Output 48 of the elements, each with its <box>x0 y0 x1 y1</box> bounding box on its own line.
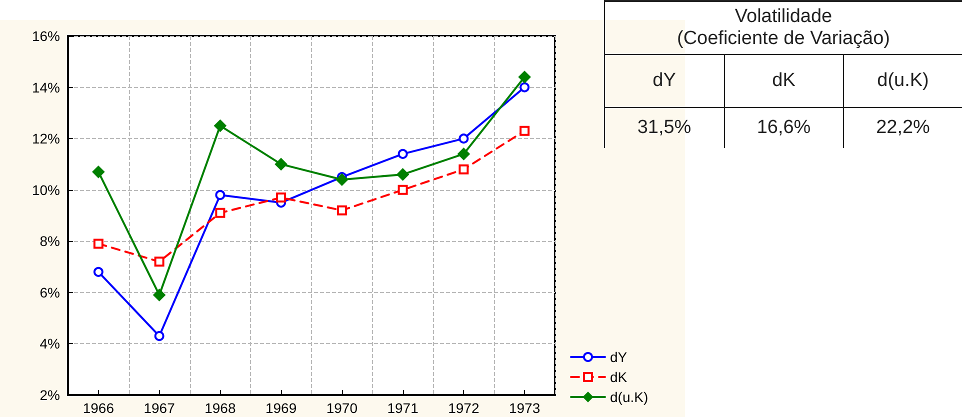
point <box>154 256 164 267</box>
x-tick-label: 1967 <box>144 400 176 416</box>
point <box>398 184 408 195</box>
y-tick-label: 12% <box>32 130 60 147</box>
point <box>336 174 348 186</box>
x-tick-label: 1968 <box>204 400 236 416</box>
x-tick-label: 1966 <box>82 400 114 416</box>
text: dK <box>724 54 844 108</box>
point <box>396 168 409 180</box>
x-tick-label: 1972 <box>448 400 480 416</box>
point <box>153 288 166 301</box>
text: dY <box>604 54 724 108</box>
point <box>276 192 286 203</box>
text: Volatilidade (Coeficiente de Variação) <box>604 1 962 54</box>
y-tick-label: 10% <box>32 182 60 198</box>
legend-label: dY <box>610 349 628 365</box>
point <box>398 148 408 159</box>
point <box>92 166 104 178</box>
point <box>275 158 288 170</box>
point <box>93 238 104 249</box>
point <box>154 331 164 342</box>
point <box>215 190 226 200</box>
point <box>336 205 347 216</box>
point <box>520 82 530 92</box>
text: d(u.K) <box>844 54 962 108</box>
point <box>458 148 470 160</box>
text: 22,2% <box>844 108 962 148</box>
point <box>458 134 469 144</box>
point <box>214 120 226 132</box>
x-tick-label: 1970 <box>326 400 358 416</box>
y-tick-label: 4% <box>40 336 60 352</box>
point <box>215 208 226 218</box>
point <box>520 126 530 136</box>
y-tick-label: 8% <box>40 233 60 250</box>
point <box>458 164 469 174</box>
y-tick-label: 2% <box>40 387 60 403</box>
y-tick-label: 16% <box>32 28 60 44</box>
x-tick-label: 1971 <box>387 400 419 416</box>
text: 16,6% <box>724 108 844 148</box>
x-tick-label: 1969 <box>265 400 297 416</box>
x-tick-label: 1973 <box>508 400 540 416</box>
legend-label: d(u.K) <box>610 389 648 405</box>
y-tick-label: 6% <box>40 284 60 300</box>
point <box>518 71 531 84</box>
y-tick-label: 14% <box>32 79 60 96</box>
point <box>93 266 104 277</box>
text: 31,5% <box>604 108 724 148</box>
legend-label: dK <box>610 369 628 385</box>
